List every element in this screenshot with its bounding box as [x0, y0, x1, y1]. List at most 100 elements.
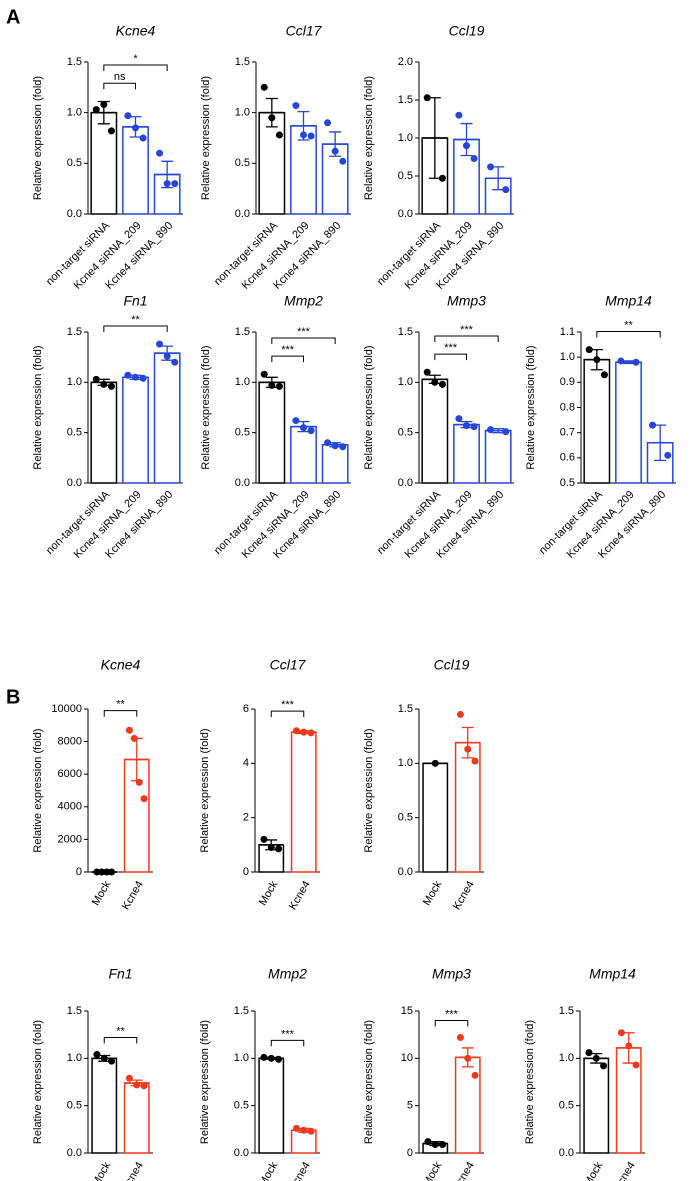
- data-point: [108, 868, 116, 876]
- y-tick-label: 1.5: [234, 1005, 249, 1017]
- data-point: [463, 142, 470, 150]
- x-tick-label: Kcne4: [451, 1160, 477, 1181]
- data-point: [139, 134, 147, 142]
- y-axis-label: Relative expression (fold): [199, 728, 211, 852]
- y-tick-label: 1.5: [67, 56, 82, 68]
- y-tick-label: 0.7: [560, 427, 575, 439]
- data-point: [275, 131, 283, 139]
- y-tick-label: 1.5: [235, 56, 250, 68]
- data-point: [260, 1053, 268, 1061]
- y-axis-label: Relative expression (fold): [525, 345, 537, 469]
- data-point: [307, 1127, 315, 1135]
- y-axis-label: Relative expression (fold): [524, 1020, 536, 1144]
- data-point: [471, 1071, 479, 1079]
- y-tick-label: 0.0: [398, 208, 413, 220]
- y-tick-label: 1.5: [398, 703, 413, 715]
- data-point: [307, 427, 315, 435]
- data-point: [171, 180, 179, 188]
- y-tick-label: 1.5: [67, 326, 82, 338]
- data-point: [156, 149, 164, 157]
- data-point: [585, 346, 593, 354]
- chart-title: Fn1: [123, 293, 147, 309]
- y-tick-label: 0.0: [67, 1147, 82, 1159]
- data-point: [275, 845, 283, 853]
- y-tick-label: 1.5: [67, 1005, 82, 1017]
- data-point: [107, 127, 115, 135]
- y-axis-label: Relative expression (fold): [363, 76, 375, 200]
- y-tick-label: 0.8: [560, 401, 575, 413]
- y-axis-label: Relative expression (fold): [32, 728, 44, 852]
- chart-title: Mmp3: [432, 966, 471, 982]
- y-tick-label: 0.5: [234, 1100, 249, 1112]
- panel-label: B: [6, 686, 20, 708]
- data-point: [431, 759, 439, 767]
- data-point: [487, 163, 495, 171]
- y-tick-label: 0.0: [67, 208, 82, 220]
- bar: [453, 423, 480, 484]
- y-tick-label: 0: [76, 866, 82, 878]
- y-tick-label: 0.5: [67, 1100, 82, 1112]
- significance-bracket: [103, 64, 168, 72]
- data-point: [130, 734, 138, 742]
- data-point: [132, 124, 139, 132]
- data-point: [600, 371, 608, 379]
- y-tick-label: 1.0: [560, 351, 575, 363]
- data-point: [292, 417, 300, 425]
- data-point: [502, 186, 510, 194]
- x-tick-label: Mock: [421, 1160, 445, 1181]
- y-tick-label: 0.0: [398, 866, 413, 878]
- y-tick-label: 0.0: [559, 1147, 574, 1159]
- data-point: [464, 1054, 472, 1062]
- data-point: [300, 131, 307, 139]
- bar: [123, 1082, 150, 1154]
- data-point: [339, 443, 347, 451]
- bar: [153, 352, 181, 484]
- significance-bracket: [434, 335, 499, 343]
- y-tick-label: 0.5: [67, 157, 82, 169]
- data-point: [307, 132, 315, 140]
- data-point: [585, 1049, 593, 1057]
- data-point: [324, 439, 332, 447]
- data-point: [649, 421, 657, 429]
- data-point: [593, 356, 601, 364]
- data-point: [592, 1054, 600, 1062]
- data-point: [100, 101, 108, 109]
- y-axis-label: Relative expression (fold): [32, 76, 44, 200]
- data-point: [132, 373, 139, 381]
- y-tick-label: 10000: [51, 703, 82, 715]
- data-point: [100, 380, 108, 388]
- y-tick-label: 1.0: [398, 757, 413, 769]
- y-tick-label: 1.0: [67, 1052, 82, 1064]
- data-point: [125, 726, 133, 734]
- data-point: [124, 371, 132, 379]
- y-tick-label: 0: [243, 866, 249, 878]
- data-point: [456, 1034, 464, 1042]
- data-point: [93, 868, 101, 876]
- data-point: [92, 106, 100, 114]
- data-point: [331, 147, 339, 155]
- data-point: [600, 1062, 608, 1070]
- y-tick-label: 2.0: [398, 56, 413, 68]
- data-point: [124, 112, 132, 120]
- data-point: [617, 1029, 625, 1037]
- data-point: [431, 378, 439, 386]
- data-point: [632, 1061, 640, 1069]
- y-tick-label: 0.0: [235, 208, 250, 220]
- bar: [122, 376, 149, 484]
- data-point: [471, 757, 479, 765]
- chart-title: Mmp14: [605, 293, 652, 309]
- y-tick-label: 0.5: [398, 427, 413, 439]
- data-point: [267, 1054, 275, 1062]
- data-point: [324, 119, 332, 127]
- significance-label: ***: [445, 1008, 459, 1020]
- y-tick-label: 1.0: [559, 1052, 574, 1064]
- significance-bracket: [271, 355, 304, 363]
- y-tick-label: 0: [407, 1147, 413, 1159]
- bar: [615, 361, 642, 484]
- chart-title: Kcne4: [101, 657, 141, 673]
- data-point: [424, 1138, 432, 1146]
- data-point: [93, 1051, 101, 1059]
- data-point: [260, 835, 268, 843]
- significance-label: ns: [114, 71, 126, 83]
- data-point: [339, 157, 347, 165]
